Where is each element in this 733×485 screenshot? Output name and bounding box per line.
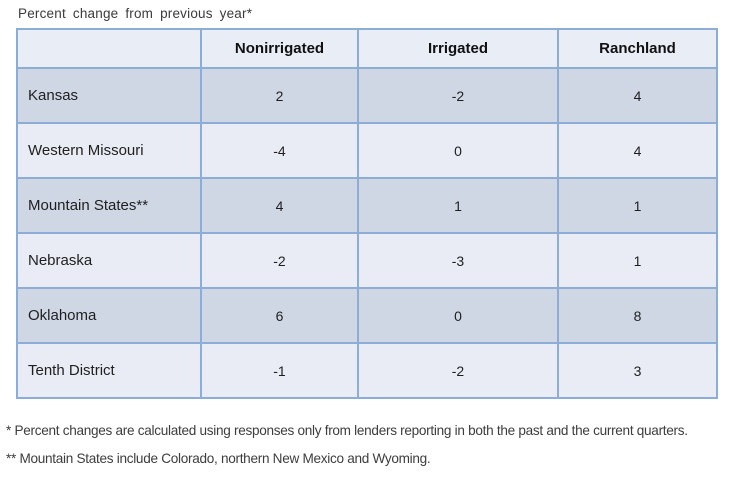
cell-value: 2: [200, 67, 359, 124]
column-header-ranchland: Ranchland: [557, 28, 718, 69]
column-header-nonirrigated: Nonirrigated: [200, 28, 359, 69]
cell-value: 4: [200, 177, 359, 234]
cell-value: 3: [557, 342, 718, 399]
cell-value: 1: [557, 232, 718, 289]
footnote-percent-changes: * Percent changes are calculated using r…: [6, 422, 688, 438]
column-header-irrigated: Irrigated: [357, 28, 559, 69]
cell-value: 1: [357, 177, 559, 234]
cell-value: -2: [200, 232, 359, 289]
footnotes: * Percent changes are calculated using r…: [6, 422, 726, 478]
row-label: Tenth District: [16, 342, 202, 399]
cell-value: -2: [357, 67, 559, 124]
farmland-value-change-table: Nonirrigated Irrigated Ranchland Kansas …: [16, 28, 718, 399]
row-label: Western Missouri: [16, 122, 202, 179]
cell-value: -2: [357, 342, 559, 399]
row-label: Oklahoma: [16, 287, 202, 344]
table-row-kansas: Kansas 2 -2 4: [16, 67, 718, 124]
footnote-mountain-states: ** Mountain States include Colorado, nor…: [6, 450, 431, 466]
cell-value: -4: [200, 122, 359, 179]
cell-value: 6: [200, 287, 359, 344]
row-label: Kansas: [16, 67, 202, 124]
cell-value: 0: [357, 287, 559, 344]
table-row-mountain-states: Mountain States** 4 1 1: [16, 177, 718, 234]
table-row-nebraska: Nebraska -2 -3 1: [16, 232, 718, 289]
cell-value: 0: [357, 122, 559, 179]
table-row-western-missouri: Western Missouri -4 0 4: [16, 122, 718, 179]
table-title: Percent change from previous year*: [18, 6, 253, 21]
cell-value: -3: [357, 232, 559, 289]
table-row-tenth-district: Tenth District -1 -2 3: [16, 342, 718, 399]
table-header-row: Nonirrigated Irrigated Ranchland: [16, 28, 718, 69]
cell-value: -1: [200, 342, 359, 399]
column-header-region: [16, 28, 202, 69]
row-label: Mountain States**: [16, 177, 202, 234]
cell-value: 4: [557, 67, 718, 124]
table-row-oklahoma: Oklahoma 6 0 8: [16, 287, 718, 344]
row-label: Nebraska: [16, 232, 202, 289]
cell-value: 4: [557, 122, 718, 179]
cell-value: 8: [557, 287, 718, 344]
cell-value: 1: [557, 177, 718, 234]
